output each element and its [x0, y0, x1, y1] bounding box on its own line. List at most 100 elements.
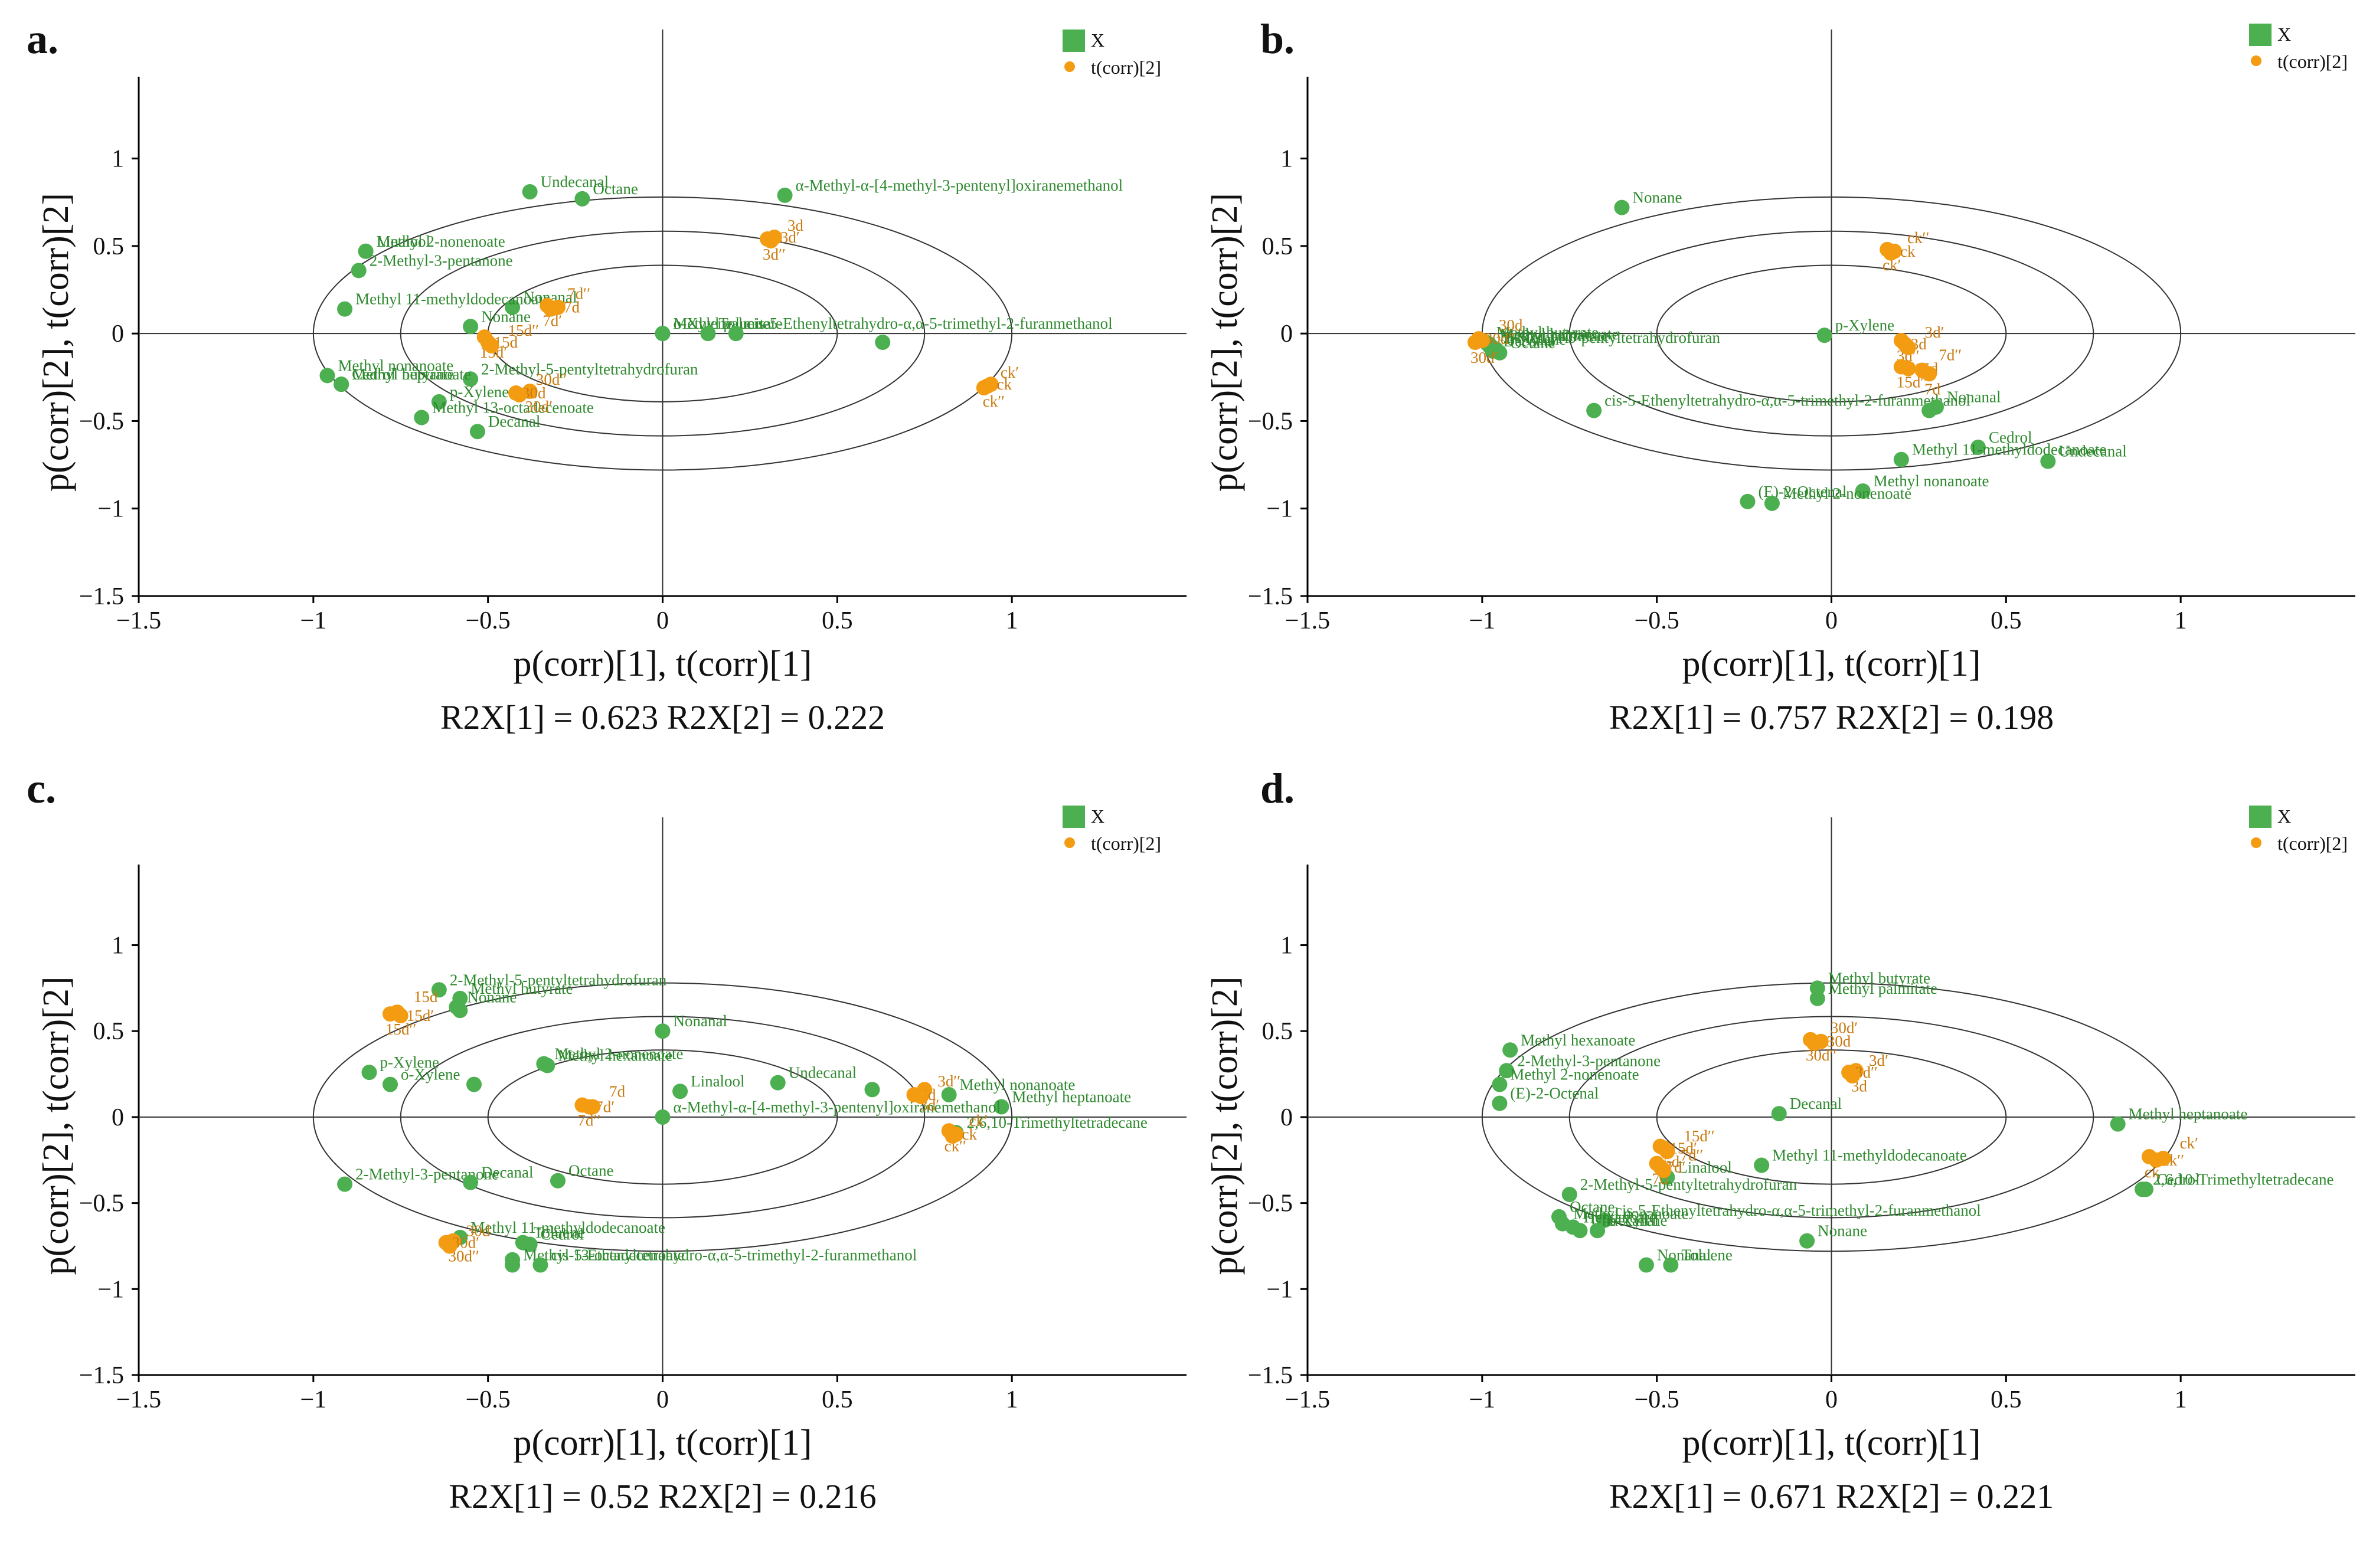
variable-label: Methyl 2-nonenoate [1783, 485, 1911, 502]
variable-point [1614, 199, 1630, 215]
x-tick-label: 0 [1825, 1386, 1838, 1413]
variable-label: Methyl heptanoate [1500, 325, 1619, 343]
variable-label: Methyl 13-octadecenoate [523, 1246, 685, 1264]
variable-label: Nonanal [674, 1012, 727, 1030]
variable-point [1586, 402, 1602, 418]
y-tick-label: 0.5 [1262, 1018, 1293, 1045]
x-tick-label: −1 [1469, 1386, 1495, 1413]
variable-label: Decanal [1790, 1095, 1842, 1112]
variable-label: Methyl palmitate [1828, 980, 1937, 997]
y-tick-label: 0.5 [93, 1018, 125, 1045]
variable-point [672, 1083, 688, 1099]
x-tick-label: −0.5 [1635, 607, 1679, 634]
variable-label: 2-Methyl-3-pentanone [370, 251, 513, 269]
variable-label: Octane [593, 180, 638, 198]
observation-point [763, 233, 779, 248]
legend-label-observations: t(corr)[2] [1091, 57, 1161, 78]
observation-label: 7d′′ [567, 285, 590, 303]
variable-label: Methyl 2-nonenoate [1510, 1066, 1639, 1083]
observation-label: 15d′ [407, 1007, 434, 1024]
observation-point [1921, 366, 1937, 382]
observation-point [1845, 1068, 1860, 1083]
panel-3: c. −1.5 −1 −0.5 0 0.5 1 1 0.5 0 −0.5 −1 −1.5 p(corr)[… [27, 765, 1187, 1515]
variable-label: Methyl nonanoate [338, 356, 454, 374]
variable-label: Toluene [534, 1224, 585, 1242]
x-tick-label: −0.5 [466, 607, 511, 634]
variable-point [1638, 1257, 1654, 1273]
r2x-caption: R2X[1] = 0.671 R2X[2] = 0.221 [1609, 1477, 2054, 1515]
legend: Xt(corr)[2] [1063, 806, 1161, 854]
observation-point [1900, 361, 1916, 377]
ellipse-2 [400, 1016, 926, 1219]
variable-label: Undecanal [789, 1064, 857, 1082]
y-tick-label: 0.5 [93, 233, 125, 260]
x-tick-label: 0.5 [1991, 1386, 2022, 1413]
x-tick-label: 0.5 [1991, 607, 2022, 634]
y-axis-title: p(corr)[2], t(corr)[2] [36, 976, 76, 1275]
y-tick-label: 1 [1280, 932, 1293, 960]
variable-label: Nonane [481, 307, 531, 325]
variable-label: o-Xylene [1507, 330, 1566, 348]
variable-point [864, 1082, 880, 1098]
variable-point [1572, 1223, 1588, 1239]
observation-label: ck [1900, 243, 1916, 260]
legend: Xt(corr)[2] [2249, 24, 2348, 72]
x-axis-title: p(corr)[1], t(corr)[1] [1682, 1423, 1980, 1463]
variable-point [1809, 990, 1825, 1006]
x-tick-label: −1 [1469, 607, 1495, 634]
variable-point [1921, 402, 1937, 418]
variable-point [469, 424, 485, 440]
r2x-caption: R2X[1] = 0.623 R2X[2] = 0.222 [440, 698, 885, 736]
x-tick-label: 1 [1006, 607, 1018, 634]
variable-label: 2,6,10-Trimethyltetradecane [2153, 1170, 2333, 1188]
legend: Xt(corr)[2] [2249, 806, 2348, 854]
variable-label: Heptanoate [1584, 1208, 1656, 1226]
ellipse-2 [1568, 1016, 2094, 1219]
observation-point [543, 301, 559, 317]
observation-point [389, 1004, 405, 1020]
legend-swatch-variables [1063, 806, 1085, 828]
variable-point [1492, 345, 1508, 361]
variable-label: cis-5-Ethenyltetrahydro-α,α-5-trimethyl-… [1604, 392, 1970, 410]
variable-point [452, 1003, 468, 1019]
legend-label-variables: X [1091, 30, 1104, 51]
variable-label: Linalool [377, 233, 430, 250]
variable-label: Methyl 13-octadecenoate [432, 399, 594, 417]
variable-point [1771, 1106, 1787, 1122]
variable-label: (E)-2-Octenal [1510, 1085, 1599, 1102]
legend-label-variables: X [2277, 806, 2291, 827]
y-tick-label: 0.5 [1262, 233, 1293, 260]
observation-label: 30d [1827, 1033, 1851, 1050]
variable-label: Methyl hexanoate [558, 1047, 672, 1065]
variable-label: o-Xylene [1608, 1212, 1667, 1229]
variable-label: Methyl 2-nonenoate [377, 233, 505, 250]
ellipse-3 [312, 982, 1013, 1252]
x-tick-label: −1.5 [116, 1386, 161, 1413]
variable-point [383, 1076, 398, 1092]
variable-point [466, 1076, 482, 1092]
variable-point [770, 1075, 786, 1091]
y-tick-label: −0.5 [79, 1190, 124, 1217]
variable-label: Toluene [718, 315, 770, 332]
legend-label-observations: t(corr)[2] [2277, 833, 2348, 854]
y-tick-label: −1 [97, 1276, 124, 1303]
y-tick-label: −1.5 [79, 1362, 124, 1389]
observation-label: 30d′′ [1485, 330, 1515, 348]
observation-label: 15d′′ [508, 322, 539, 339]
variable-point [463, 1174, 479, 1190]
variable-point [414, 410, 430, 425]
observation-label: 3d′ [1925, 323, 1944, 341]
x-axis-title: p(corr)[1], t(corr)[1] [513, 1423, 812, 1463]
variable-point [1492, 1095, 1508, 1111]
observation-label: ck′′ [1907, 229, 1929, 247]
y-tick-label: 1 [112, 146, 124, 173]
ellipse-2 [400, 230, 926, 437]
x-tick-label: 0 [656, 607, 669, 634]
variable-label: Methyl heptanoate [352, 365, 471, 383]
variable-label: Decanal [488, 413, 540, 430]
observation-point [1900, 339, 1916, 355]
variable-label: 2,6,10-Trimethyltetradecane [967, 1114, 1148, 1131]
panel-letter: a. [27, 15, 58, 63]
variable-label: Cedrol [1989, 428, 2032, 446]
variable-label: Methyl 11-methyldodecanoate [355, 290, 550, 308]
